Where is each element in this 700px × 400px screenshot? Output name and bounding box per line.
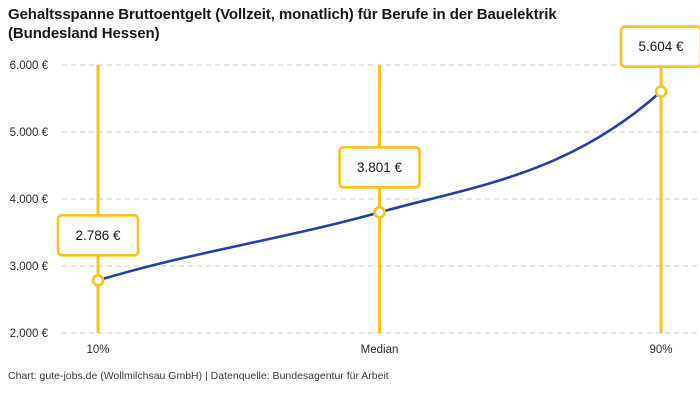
data-point-marker [654,85,668,98]
value-label-box [619,25,700,68]
value-label-box [338,146,421,189]
y-axis-tick-label: 2.000 € [10,328,49,340]
x-axis-tick-label: 90% [649,344,672,356]
value-label: 2.786 € [75,228,121,243]
y-axis-tick-label: 4.000 € [10,194,49,206]
y-axis-tick-label: 5.000 € [10,127,49,139]
value-label: 5.604 € [638,39,684,54]
x-axis-tick-label: Median [361,344,399,356]
chart-source: Chart: gute-jobs.de (Wollmilchsau GmbH) … [8,370,389,382]
value-label: 3.801 € [357,160,403,175]
y-axis-tick-label: 3.000 € [10,261,49,273]
y-axis-tick-label: 6.000 € [10,60,49,72]
x-axis-tick-label: 10% [86,344,109,356]
chart-title: Gehaltsspanne Bruttoentgelt (Vollzeit, m… [8,6,557,43]
data-point-marker [373,206,386,219]
data-point-marker [91,274,105,287]
value-label-box [56,214,140,257]
